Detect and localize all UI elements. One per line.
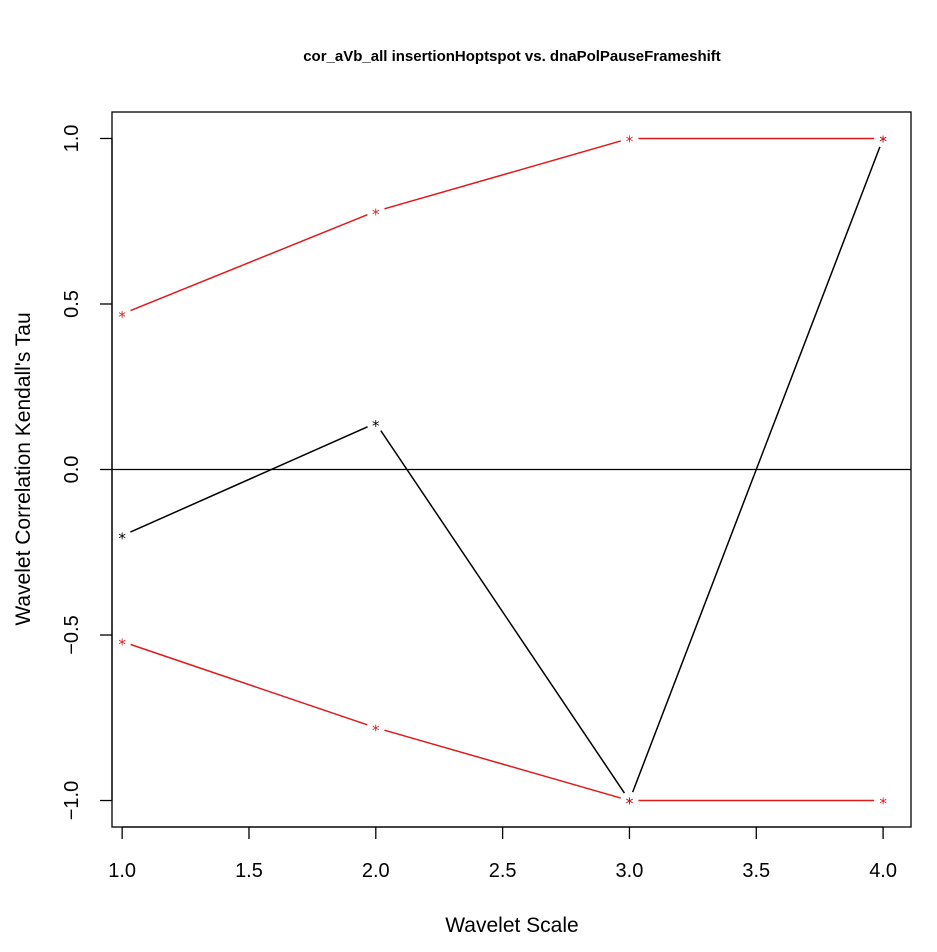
series-0-point-3: * — [879, 132, 887, 150]
x-tick-label-4: 3.0 — [616, 860, 644, 882]
x-tick-label-0: 1.0 — [108, 860, 136, 882]
x-axis-label: Wavelet Scale — [445, 914, 578, 937]
series-2-point-1: * — [372, 722, 380, 740]
series-2-segment-0 — [130, 643, 368, 726]
y-tick-label-2: 0.0 — [61, 456, 83, 484]
series-1-segment-1 — [384, 140, 622, 210]
series-1-point-3: * — [879, 132, 887, 150]
y-tick-label-1: −0.5 — [61, 615, 83, 654]
series-0 — [130, 146, 881, 794]
series-2-point-0: * — [118, 636, 126, 654]
series-1 — [130, 137, 875, 312]
x-tick-label-2: 2.0 — [362, 860, 390, 882]
chart-title: cor_aVb_all insertionHoptspot vs. dnaPol… — [303, 48, 721, 65]
x-tick-label-5: 3.5 — [742, 860, 770, 882]
series-0-point-0: * — [118, 530, 126, 548]
series-0-segment-1 — [380, 430, 626, 794]
series-1-point-0: * — [118, 308, 126, 326]
series-2-segment-1 — [384, 729, 622, 799]
series-0-point-2: * — [626, 795, 634, 813]
y-tick-label-3: 0.5 — [61, 290, 83, 318]
x-tick-label-1: 1.5 — [235, 860, 263, 882]
series-0-segment-2 — [631, 146, 881, 793]
x-tick-label-6: 4.0 — [869, 860, 897, 882]
y-tick-label-4: 1.0 — [61, 125, 83, 153]
series-1-segment-0 — [130, 213, 368, 312]
series-2-point-3: * — [879, 795, 887, 813]
x-tick-label-3: 2.5 — [489, 860, 517, 882]
series-0-point-1: * — [372, 417, 380, 435]
y-axis-label: Wavelet Correlation Kendall's Tau — [12, 312, 35, 625]
series-1-point-2: * — [626, 132, 634, 150]
series-1-point-1: * — [372, 205, 380, 223]
series-2-point-2: * — [626, 795, 634, 813]
series-0-segment-0 — [130, 426, 368, 533]
y-tick-label-0: −1.0 — [61, 781, 83, 820]
series-2 — [130, 643, 875, 802]
